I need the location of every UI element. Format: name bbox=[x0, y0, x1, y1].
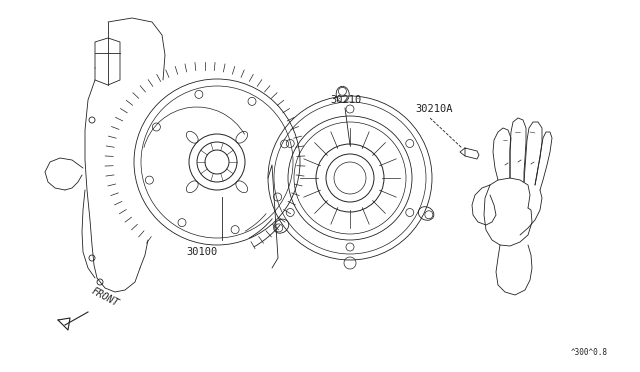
Text: 30100: 30100 bbox=[186, 247, 218, 257]
Text: 30210: 30210 bbox=[330, 95, 361, 105]
Text: 30210A: 30210A bbox=[415, 104, 452, 114]
Text: ^300^0.8: ^300^0.8 bbox=[571, 348, 608, 357]
Text: FRONT: FRONT bbox=[90, 286, 120, 309]
